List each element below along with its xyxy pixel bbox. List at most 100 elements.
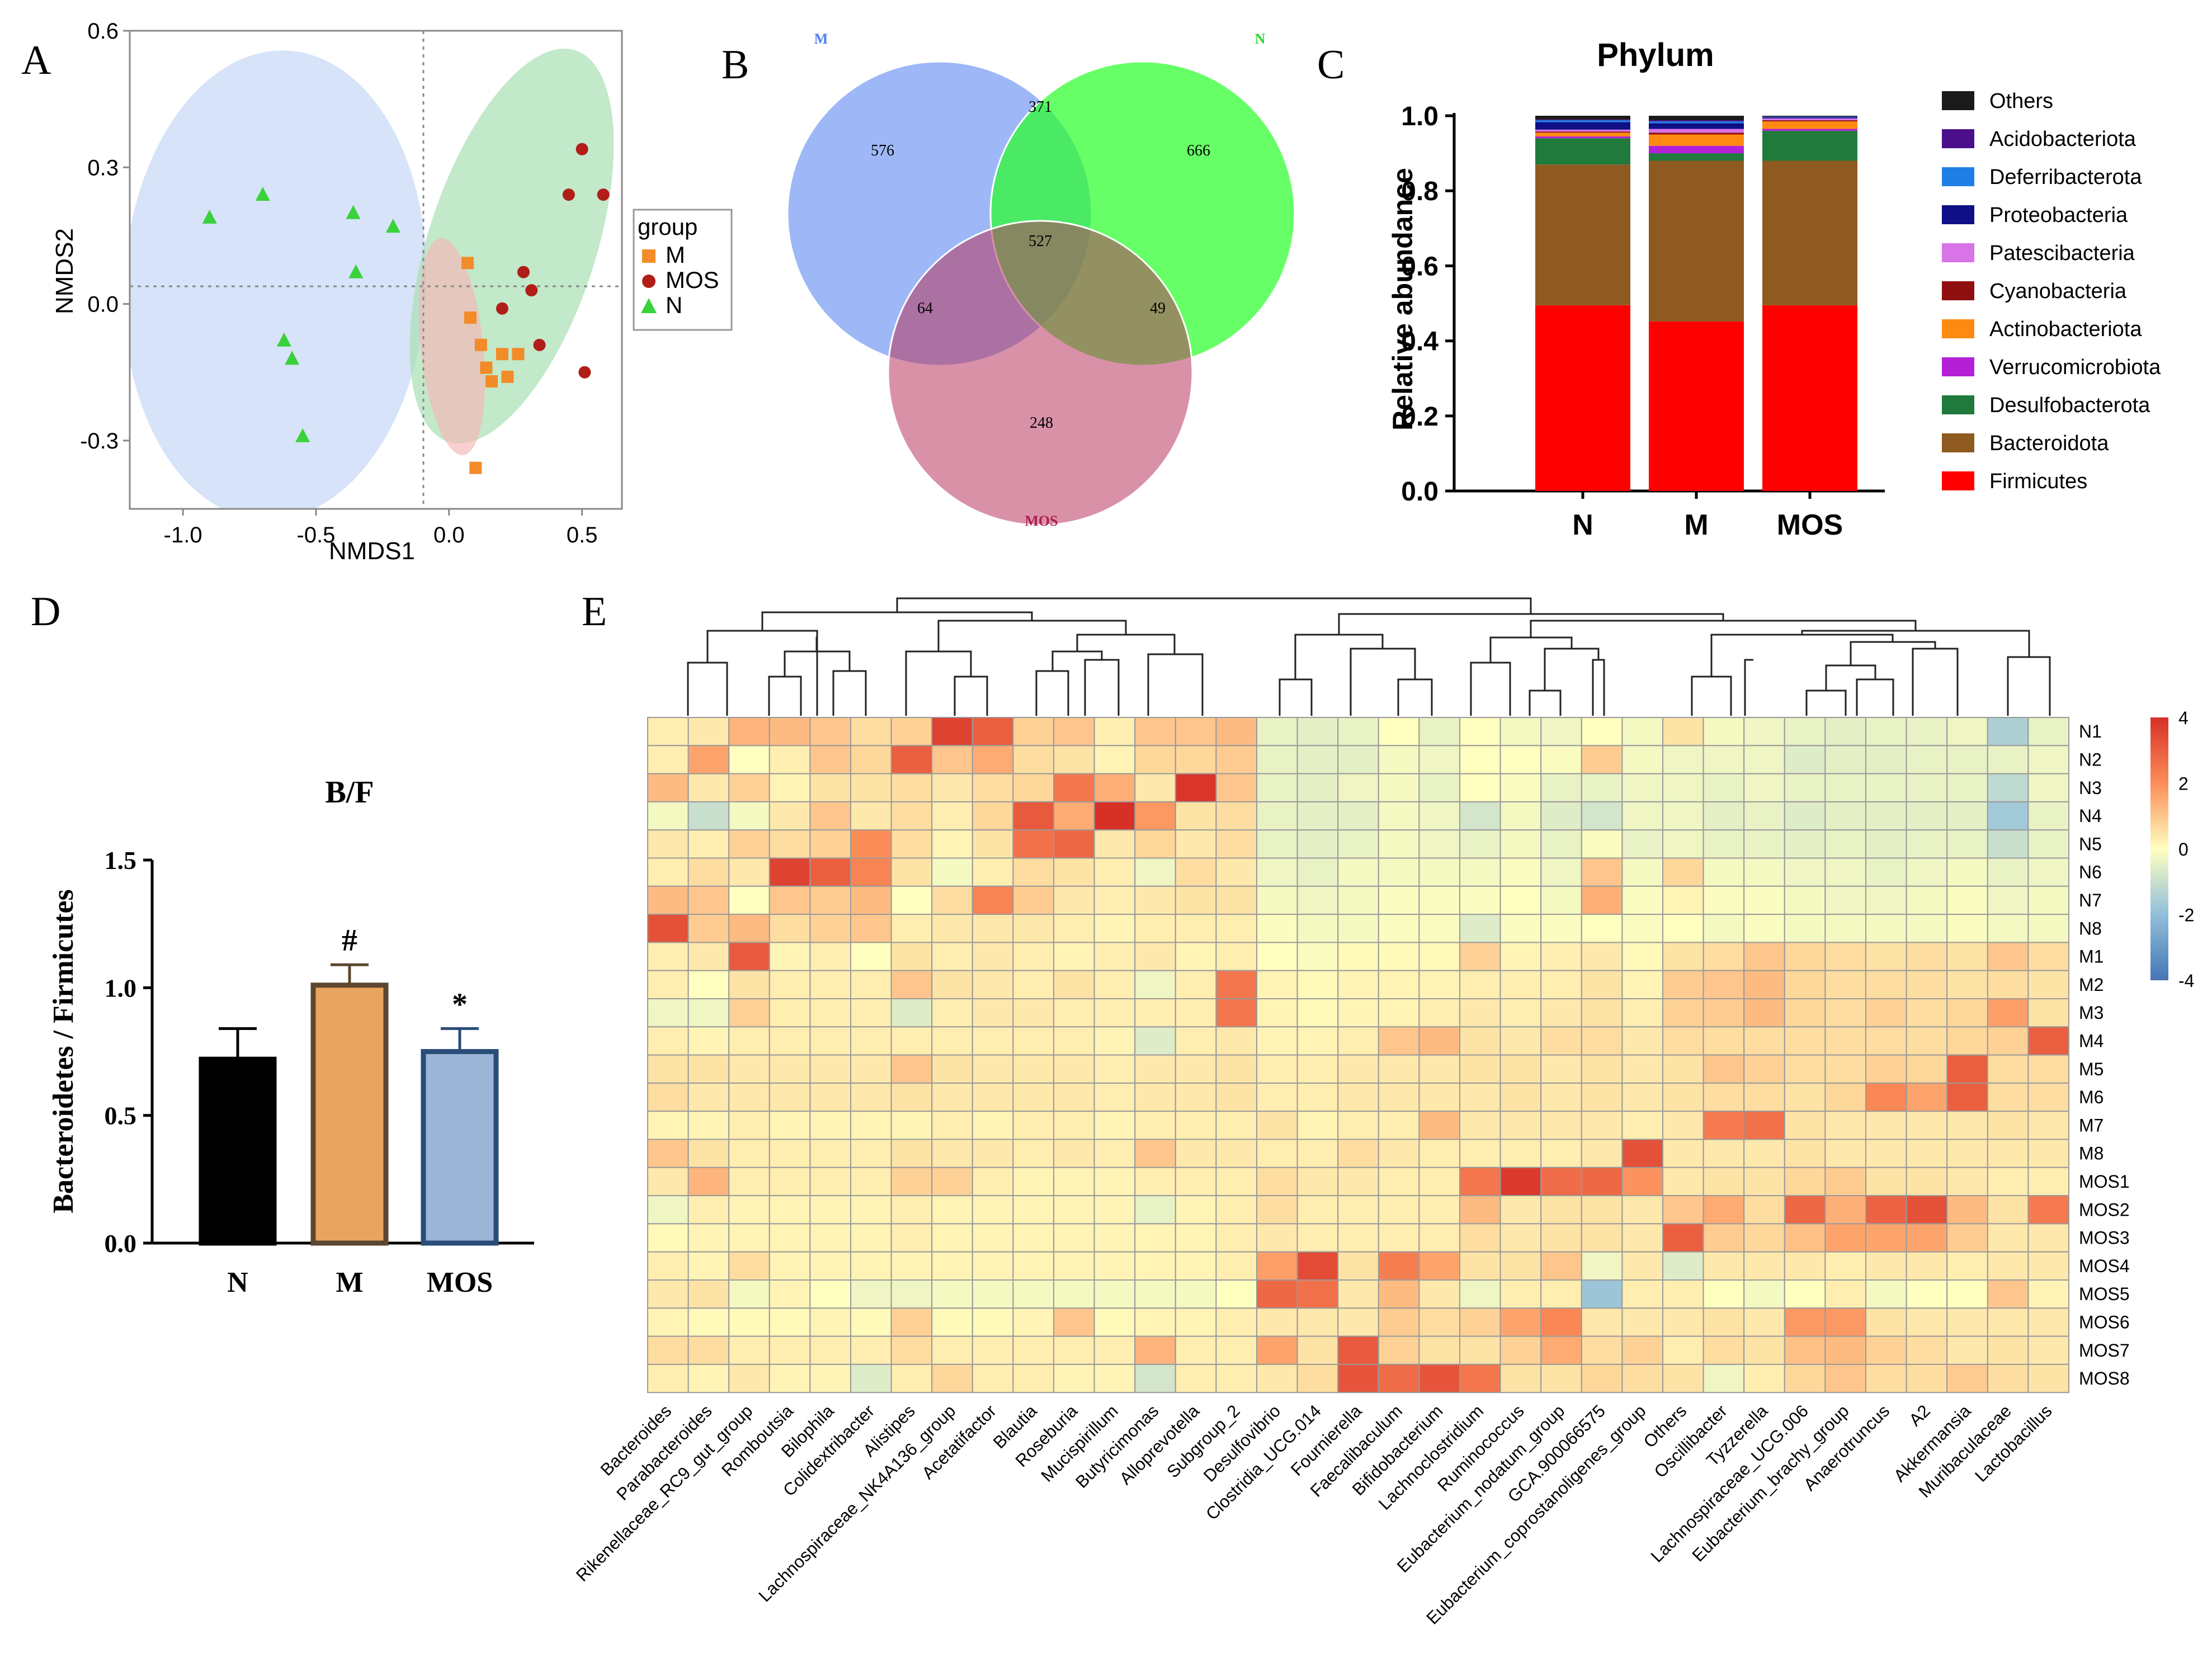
heatmap-cell-m8-lactobacillus [2027,1139,2069,1168]
heatmap-cell-mos5-romboutsia [768,1279,811,1309]
heatmap-cell-mos7-lactobacillus [2027,1335,2069,1365]
heatmap-cell-m8-roseburia [1053,1139,1095,1168]
heatmap-cell-m5-rikenellaceae-rc9-gut-group [728,1054,770,1084]
bar-n-actinobacteriota [1535,133,1630,136]
d-x-tick-label: N [227,1267,248,1298]
d-annotation-mos: * [452,987,468,1022]
heatmap-cell-m6-lachnospiraceae-nk4a136-group [931,1082,973,1112]
heatmap-cell-n4-akkermansia [1946,801,1988,831]
heatmap-cell-n3-gca-900066575 [1581,773,1623,802]
heatmap-cell-mos7-eubacterium-coprostanoligenes-group [1621,1335,1663,1365]
heatmap-cell-mos3-lachnospiraceae-ucg-006 [1784,1223,1826,1253]
heatmap-cell-n3-eubacterium-coprostanoligenes-group [1621,773,1663,802]
y-tick-label: -0.3 [80,429,119,454]
legend-swatch-desulfobacterota [1942,395,1974,414]
heatmap-cell-mos7-romboutsia [768,1335,811,1365]
colorbar-tick-label: 4 [2178,708,2189,728]
heatmap-cell-mos8-lachnoclostridium [1459,1363,1501,1394]
heatmap-cell-mos1-clostridia-ucg-014 [1296,1166,1339,1197]
d-y-tick-label: 0.5 [105,1102,137,1130]
heatmap-cell-n7-colidextribacter [850,885,892,915]
heatmap-cell-n4-gca-900066575 [1581,801,1623,831]
bar-m-acidobacteriota [1649,120,1744,122]
heatmap-cell-mos5-a2 [1906,1279,1948,1309]
heatmap-cell-m2-acetatifactor [971,970,1014,999]
heatmap-cell-m7-rikenellaceae-rc9-gut-group [728,1111,770,1140]
heatmap-cell-n8-bifidobacterium [1418,914,1460,943]
heatmap-cell-m4-eubacterium-coprostanoligenes-group [1621,1026,1663,1056]
point-n [202,209,217,224]
heatmap-cell-m1-lachnospiraceae-nk4a136-group [931,942,973,971]
heatmap-cell-mos7-bilophila [809,1335,852,1365]
heatmap-cell-n4-others [1662,801,1704,831]
point-n [255,187,270,201]
heatmap-cell-m8-subgroup-2 [1215,1139,1257,1168]
heatmap-cell-mos5-colidextribacter [850,1279,892,1309]
legend-swatch-firmicutes [1942,471,1974,490]
heatmap-cell-m3-muribaculaceae [1987,998,2029,1028]
heatmap-row-label-n8: N8 [2079,918,2102,938]
heatmap-cell-m3-ruminococcus [1499,998,1542,1028]
heatmap-cell-m5-eubacterium-nodatum-group [1540,1054,1582,1084]
heatmap-cell-n6-rikenellaceae-rc9-gut-group [728,857,770,887]
heatmap-cell-mos1-bacteroides [647,1166,689,1197]
heatmap-cell-mos3-butyricimonas [1134,1223,1176,1253]
heatmap-cell-m8-muribaculaceae [1987,1139,2029,1168]
heatmap-cell-mos2-lachnospiraceae-nk4a136-group [931,1195,973,1225]
heatmap-cell-n2-eubacterium-nodatum-group [1540,745,1582,774]
heatmap-cell-n4-eubacterium-coprostanoligenes-group [1621,801,1663,831]
heatmap-cell-mos4-desulfovibrio [1256,1251,1298,1281]
legend-label-verrucomicrobiota: Verrucomicrobiota [1989,356,2161,379]
heatmap-cell-n2-lachnoclostridium [1459,745,1501,774]
bar-m-patescibacteria [1649,129,1744,133]
heatmap-cell-n3-romboutsia [768,773,811,802]
heatmap-cell-mos6-desulfovibrio [1256,1307,1298,1337]
heatmap-cell-mos6-akkermansia [1946,1307,1988,1337]
heatmap-cell-m6-anaerotruncus [1865,1082,1907,1112]
heatmap-cell-m8-fournierella [1337,1139,1379,1168]
heatmap-cell-mos6-alistipes [890,1307,933,1337]
heatmap-cell-mos3-lactobacillus [2027,1223,2069,1253]
heatmap-cell-m4-desulfovibrio [1256,1026,1298,1056]
heatmap-cell-mos7-alistipes [890,1335,933,1365]
heatmap-cell-n4-roseburia [1053,801,1095,831]
heatmap-cell-mos2-blautia [1012,1195,1055,1225]
heatmap-cell-mos2-clostridia-ucg-014 [1296,1195,1339,1225]
heatmap-cell-n3-acetatifactor [971,773,1014,802]
panel-a-xlabel: NMDS1 [329,537,415,565]
heatmap-cell-mos8-tyzzerella [1743,1363,1785,1394]
point-m [464,311,477,324]
heatmap-cell-n1-mucispirillum [1093,717,1136,747]
heatmap-cell-m6-parabacteroides [687,1082,730,1112]
heatmap-cell-mos5-butyricimonas [1134,1279,1176,1309]
heatmap-row-label-m7: M7 [2079,1115,2103,1135]
heatmap-cell-m2-alistipes [890,970,933,999]
panel-c-phylum-stacked-bar: C Phylum Relative abundance 0.0 0.2 0.4 0.6… [1317,37,2161,541]
heatmap-cell-mos6-acetatifactor [971,1307,1014,1337]
legend-label-actinobacteriota: Actinobacteriota [1989,318,2142,341]
heatmap-cell-n2-clostridia-ucg-014 [1296,745,1339,774]
heatmap-cell-m6-oscillibacter [1702,1082,1745,1112]
heatmap-cell-m1-anaerotruncus [1865,942,1907,971]
heatmap-cell-mos4-rikenellaceae-rc9-gut-group [728,1251,770,1281]
x-tick-label: -1.0 [164,523,202,547]
heatmap-cell-m8-eubacterium-brachy-group [1824,1139,1866,1168]
point-m [469,461,482,474]
heatmap-cell-mos1-parabacteroides [687,1166,730,1197]
heatmap-cell-n7-parabacteroides [687,885,730,915]
heatmap-cell-n1-parabacteroides [687,717,730,747]
heatmap-cell-mos6-subgroup-2 [1215,1307,1257,1337]
heatmap-cell-n7-muribaculaceae [1987,885,2029,915]
heatmap-cell-m3-subgroup-2 [1215,998,1257,1028]
heatmap-cell-m2-alloprevotella [1175,970,1217,999]
bar-n-verrucomicrobiota [1535,136,1630,139]
heatmap-cell-n8-others [1662,914,1704,943]
heatmap-cell-m5-desulfovibrio [1256,1054,1298,1084]
heatmap-cell-mos5-lachnospiraceae-ucg-006 [1784,1279,1826,1309]
heatmap-cell-mos7-rikenellaceae-rc9-gut-group [728,1335,770,1365]
heatmap-cell-mos5-desulfovibrio [1256,1279,1298,1309]
heatmap-cell-n3-bifidobacterium [1418,773,1460,802]
d-bar-n [199,1056,277,1246]
heatmap-cell-mos8-muribaculaceae [1987,1363,2029,1394]
heatmap-cell-n8-a2 [1906,914,1948,943]
